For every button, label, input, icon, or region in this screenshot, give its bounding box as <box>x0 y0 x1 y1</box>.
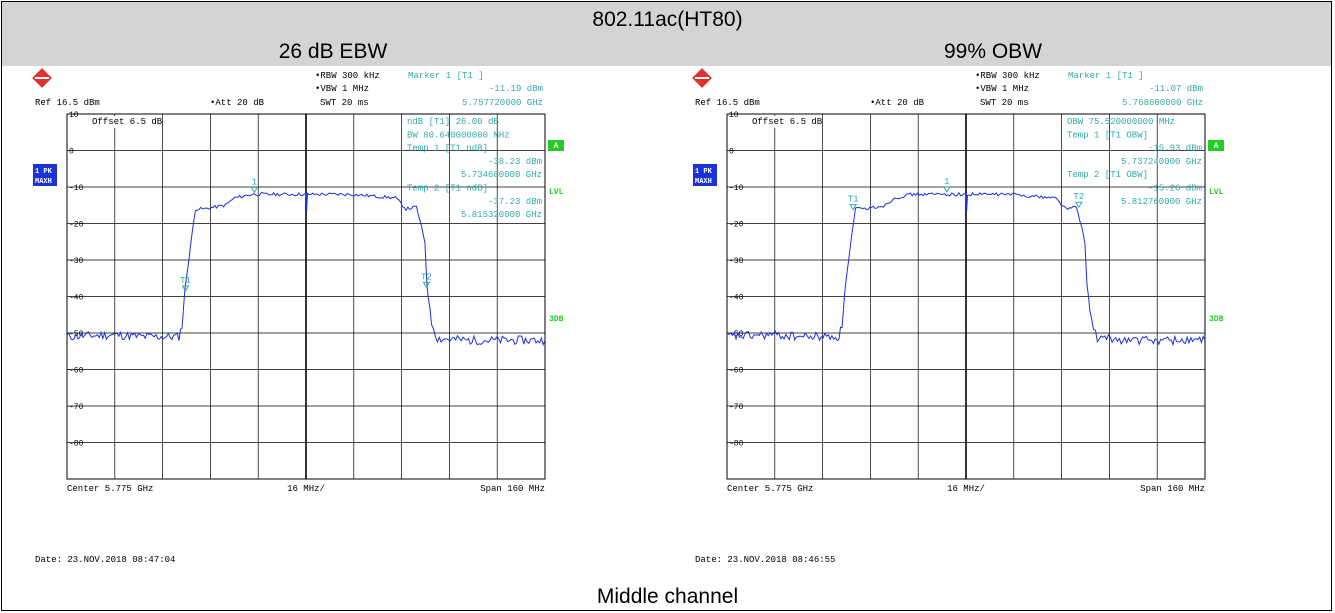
status-a-box <box>548 140 564 151</box>
spectrum-trace <box>66 191 546 347</box>
trace-mode-label: 1 PK <box>695 168 713 176</box>
info-line: -15.26 dBm <box>1148 184 1202 194</box>
y-tick-label: -20 <box>729 221 744 230</box>
y-tick-label: -60 <box>729 367 744 376</box>
y-tick-label: -80 <box>729 440 744 449</box>
y-tick-label: 10 <box>69 111 79 120</box>
marker-label: T2 <box>421 272 432 282</box>
y-tick-label: -40 <box>69 294 84 303</box>
capture-date: Date: 23.NOV.2018 08:47:04 <box>35 555 175 565</box>
ref-level: Ref 16.5 dBm <box>695 98 760 108</box>
info-line: -15.93 dBm <box>1148 144 1202 154</box>
info-line: ndB [T1] 26.00 dB <box>407 117 499 127</box>
y-tick-label: -40 <box>729 294 744 303</box>
marker-label: T1 <box>848 195 859 205</box>
marker-frequency: 5.757720000 GHz <box>462 98 543 108</box>
left-chart-title: 26 dB EBW <box>278 40 388 63</box>
frequency-per-division: 16 MHz/ <box>287 484 325 494</box>
info-line: 5.815320000 GHz <box>461 210 542 220</box>
y-tick-label: 0 <box>69 148 74 157</box>
y-tick-label: -60 <box>69 367 84 376</box>
rbw-setting: •RBW 300 kHz <box>315 71 380 81</box>
offset-bg <box>87 116 159 128</box>
ref-level: Ref 16.5 dBm <box>35 98 100 108</box>
offset-label: Offset 6.5 dB <box>752 117 823 127</box>
capture-date: Date: 23.NOV.2018 08:46:55 <box>695 555 835 565</box>
info-line: BW 80.640000000 MHz <box>407 130 510 140</box>
offset-bg <box>747 116 819 128</box>
attenuation: •Att 20 dB <box>870 98 925 108</box>
marker-triangle <box>250 186 259 194</box>
status-3db-label: 3DB <box>549 315 564 324</box>
y-tick-label: -50 <box>729 330 744 339</box>
info-line: 5.734680000 GHz <box>461 170 542 180</box>
offset-label: Offset 6.5 dB <box>92 117 163 127</box>
info-line: Temp 2 [T1 OBW] <box>1067 170 1148 180</box>
y-tick-label: -10 <box>729 184 744 193</box>
figure-title: 802.11ac(HT80) <box>592 8 743 31</box>
trace-mode-box <box>693 164 717 186</box>
center-frequency: Center 5.775 GHz <box>727 484 813 494</box>
marker-label: 1 <box>944 177 949 187</box>
y-tick-label: -70 <box>729 403 744 412</box>
marker-title: Marker 1 [T1 ] <box>1068 71 1144 81</box>
vbw-setting: •VBW 1 MHz <box>975 84 1029 94</box>
y-tick-label: -10 <box>69 184 84 193</box>
status-a-label: A <box>1214 142 1219 151</box>
marker-triangle <box>849 204 858 211</box>
info-line: -37.23 dBm <box>488 197 542 207</box>
center-frequency: Center 5.775 GHz <box>67 484 153 494</box>
y-tick-label: -20 <box>69 221 84 230</box>
info-line: 5.812760000 GHz <box>1121 197 1202 207</box>
status-a-label: A <box>554 142 559 151</box>
status-3db-label: 3DB <box>1209 315 1224 324</box>
footer-caption: Middle channel <box>596 585 739 608</box>
info-line: Temp 1 [T1 OBW] <box>1067 130 1148 140</box>
marker-triangle <box>181 285 190 293</box>
frequency-per-division: 16 MHz/ <box>947 484 985 494</box>
vbw-setting: •VBW 1 MHz <box>315 84 369 94</box>
info-line: OBW 75.520000000 MHz <box>1067 117 1175 127</box>
y-tick-label: -30 <box>729 257 744 266</box>
spectrum-trace <box>726 191 1206 347</box>
span-label: Span 160 MHz <box>1140 484 1205 494</box>
status-a-box <box>1208 140 1224 151</box>
y-tick-label: 0 <box>729 148 734 157</box>
sweep-time: SWT 20 ms <box>980 98 1029 108</box>
y-tick-label: -80 <box>69 440 84 449</box>
span-label: Span 160 MHz <box>480 484 545 494</box>
status-lvl-label: LVL <box>549 188 564 197</box>
y-tick-label: 10 <box>729 111 739 120</box>
rbw-setting: •RBW 300 kHz <box>975 71 1040 81</box>
info-line: 5.737240000 GHz <box>1121 157 1202 167</box>
marker-title: Marker 1 [T1 ] <box>408 71 484 81</box>
sweep-time: SWT 20 ms <box>320 98 369 108</box>
right-chart-title: 99% OBW <box>943 40 1043 63</box>
status-lvl-label: LVL <box>1209 188 1224 197</box>
trace-mode-label: MAXH <box>35 178 52 186</box>
marker-label: T1 <box>180 276 191 286</box>
attenuation: •Att 20 dB <box>210 98 265 108</box>
y-tick-label: -30 <box>69 257 84 266</box>
info-line: -38.23 dBm <box>488 157 542 167</box>
marker-triangle <box>1074 201 1083 209</box>
trace-mode-label: MAXH <box>695 178 712 186</box>
marker-label: 1 <box>252 177 257 187</box>
header-band <box>2 2 1331 66</box>
info-line: Temp 1 [T1 ndB] <box>407 144 488 154</box>
marker-level: -11.07 dBm <box>1149 84 1203 94</box>
marker-level: -11.19 dBm <box>489 84 543 94</box>
analyzer-panel-left: Ref 16.5 dBm •Att 20 dB •RBW 300 kHz •VBW 1… <box>32 68 564 565</box>
marker-frequency: 5.768600000 GHz <box>1122 98 1203 108</box>
trace-mode-box <box>33 164 57 186</box>
y-tick-label: -70 <box>69 403 84 412</box>
info-line: Temp 2 [T1 ndB] <box>407 184 488 194</box>
marker-triangle <box>942 186 951 193</box>
marker-label: T2 <box>1073 192 1084 202</box>
trace-mode-label: 1 PK <box>35 168 53 176</box>
analyzer-panel-right: Ref 16.5 dBm •Att 20 dB •RBW 300 kHz •VBW 1… <box>692 68 1224 565</box>
marker-triangle <box>422 281 431 289</box>
